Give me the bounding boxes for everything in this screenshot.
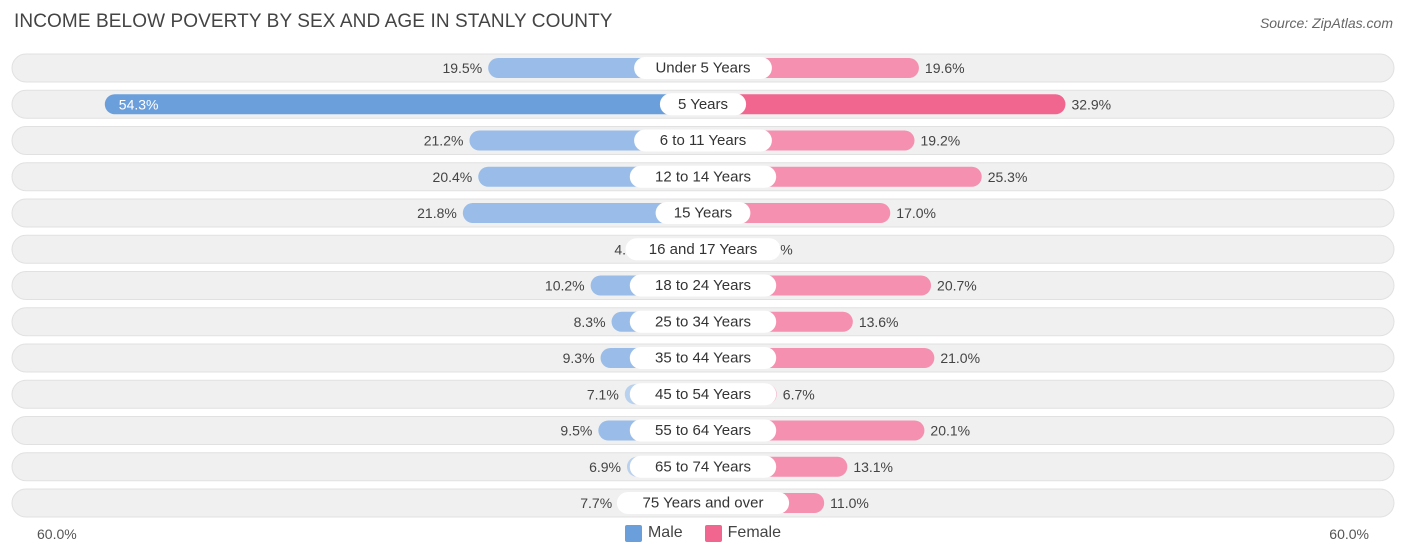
axis-label-left: 60.0% — [37, 526, 77, 542]
value-label-female: 19.6% — [925, 60, 965, 76]
value-label-male: 21.8% — [417, 205, 457, 221]
bar-male — [462, 203, 703, 223]
category-label: 65 to 74 Years — [655, 458, 751, 475]
category-pill — [634, 129, 772, 152]
value-label-female: 25.3% — [988, 169, 1028, 185]
category-label: 18 to 24 Years — [655, 277, 751, 294]
category-pill — [655, 202, 751, 224]
category-label: 12 to 14 Years — [655, 168, 751, 185]
value-label-male: 9.5% — [560, 423, 592, 439]
value-label-male: 8.3% — [574, 314, 606, 330]
legend-label-male: Male — [647, 524, 683, 541]
chart-plot: 19.5% 19.6% Under 5 Years 54.3% 32.9% 5 Years… — [11, 53, 1395, 518]
category-label: 5 Years — [678, 96, 728, 113]
category-pill — [629, 274, 777, 297]
category-pill — [629, 383, 777, 406]
category-pill — [629, 455, 777, 478]
category-label: 6 to 11 Years — [660, 132, 746, 149]
legend-label-female: Female — [727, 524, 782, 541]
value-label-male: 7.1% — [587, 386, 619, 402]
bar-female — [703, 203, 891, 223]
category-label: 45 to 54 Years — [655, 386, 751, 403]
bar-male — [104, 94, 704, 115]
category-label: 55 to 64 Years — [655, 422, 751, 439]
category-label: 16 and 17 Years — [649, 241, 757, 258]
legend-swatch-male — [624, 524, 642, 542]
category-pill — [629, 347, 777, 369]
category-label: 25 to 34 Years — [655, 313, 751, 330]
legend-item-female: Female — [704, 524, 782, 542]
value-label-male: 54.3% — [119, 96, 159, 112]
chart-source: Source: ZipAtlas.com — [1259, 15, 1393, 31]
axis-label-right: 60.0% — [1329, 526, 1369, 542]
category-pill — [629, 310, 777, 333]
legend-item-male: Male — [624, 524, 683, 542]
value-label-female: 19.2% — [921, 133, 961, 149]
value-label-male: 9.3% — [563, 350, 595, 366]
value-label-female: 32.9% — [1071, 96, 1111, 112]
chart-title: INCOME BELOW POVERTY BY SEX AND AGE IN S… — [14, 11, 613, 32]
category-pill — [629, 419, 777, 442]
value-label-female: 11.0% — [830, 495, 869, 511]
value-label-female: 20.1% — [930, 423, 970, 439]
value-label-female: 13.6% — [859, 314, 899, 330]
value-label-female: 6.7% — [783, 386, 815, 402]
value-label-female: 20.7% — [937, 278, 977, 294]
legend-swatch-female — [704, 524, 722, 542]
category-pill — [625, 238, 781, 261]
value-label-male: 19.5% — [442, 60, 482, 76]
value-label-female: 21.0% — [940, 350, 980, 366]
value-label-male: 20.4% — [433, 169, 473, 185]
value-label-male: 7.7% — [580, 495, 612, 511]
value-label-female: 13.1% — [853, 459, 893, 475]
bar-female — [703, 94, 1066, 115]
value-label-female: 17.0% — [896, 205, 936, 221]
category-label: 35 to 44 Years — [655, 350, 751, 367]
category-label: Under 5 Years — [655, 60, 750, 77]
category-label: 15 Years — [674, 205, 732, 222]
category-pill — [634, 57, 772, 79]
category-pill — [659, 93, 747, 116]
category-pill — [616, 492, 790, 514]
category-label: 75 Years and over — [643, 495, 764, 512]
value-label-male: 6.9% — [589, 459, 621, 475]
category-pill — [629, 165, 777, 188]
chart-legend: Male Female — [0, 524, 1406, 542]
value-label-male: 10.2% — [545, 278, 585, 294]
value-label-male: 21.2% — [424, 133, 464, 149]
